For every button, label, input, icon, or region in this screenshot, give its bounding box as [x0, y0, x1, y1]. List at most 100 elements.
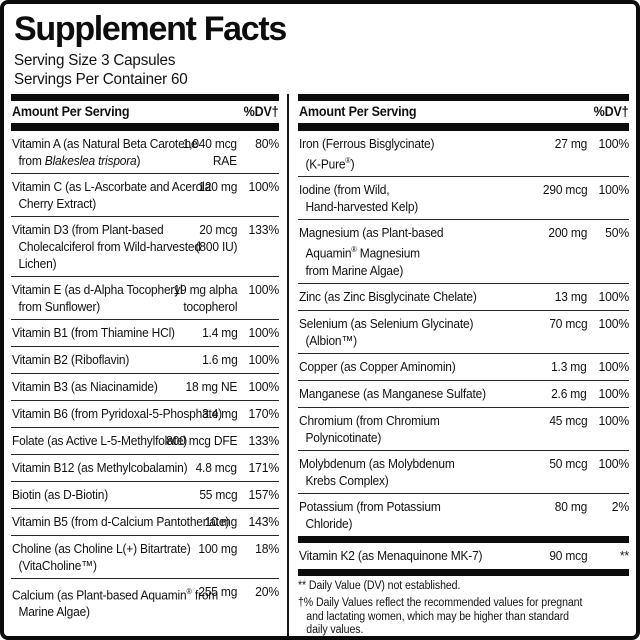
nutrient-amount-line: 13 mg — [554, 288, 588, 304]
nutrient-name-line: Vitamin E (as d-Alpha Tocopheryl — [12, 282, 183, 297]
trademark-symbol: ® — [351, 245, 357, 255]
nutrient-name-line: Krebs Complex) — [305, 472, 389, 488]
right-column-header: Amount Per Serving %DV† — [298, 101, 629, 122]
nutrient-dv: 157% — [248, 487, 280, 502]
nutrient-amount: 120 mg — [195, 178, 237, 195]
nutrient-amount-line: 27 mg — [554, 136, 588, 151]
nutrient-dv: 80% — [255, 136, 280, 151]
nutrient-name-line: (K-Pure®) — [305, 156, 355, 172]
row-values: 19 mg alpha tocopherol 100% — [168, 281, 279, 315]
nutrient-dv: 100% — [598, 455, 629, 471]
nutrient-amount-line: 1,040 mcg — [182, 136, 238, 151]
footnote: †% Daily Values reflect the recommended … — [298, 597, 603, 637]
nutrient-name-line: Manganese (as Manganese Sulfate) — [299, 385, 486, 401]
nutrient-amount-line: 70 mcg — [548, 315, 587, 331]
nutrient-row: Potassium (from Potassium Chloride) 80 mg 2… — [298, 492, 629, 536]
footnote-line: daily values. — [306, 624, 364, 637]
nutrient-row: Biotin (as D-Biotin) 55 mcg 157% — [11, 481, 279, 508]
row-values: 45 mcg 100% — [546, 412, 629, 429]
nutrient-name-line: Iron (Ferrous Bisglycinate) — [299, 136, 435, 151]
nutrient-row: Vitamin B3 (as Niacinamide) 18 mg NE 100% — [11, 373, 279, 400]
facts-columns: Amount Per Serving %DV† Vitamin A (as Na… — [11, 94, 630, 637]
nutrient-dv: 100% — [598, 385, 629, 401]
column-divider — [287, 94, 289, 636]
vitamin-k2-section: Vitamin K2 (as Menaquinone MK-7) 90 mcg ** — [298, 543, 629, 569]
nutrient-name-line: Biotin (as D-Biotin) — [12, 487, 109, 502]
nutrient-dv: 20% — [255, 584, 280, 599]
nutrient-name: Selenium (as Selenium Glycinate) (Albion™… — [299, 315, 629, 349]
nutrient-dv: 50% — [605, 225, 629, 241]
nutrient-amount: 800 mcg DFE — [160, 432, 237, 449]
nutrient-dv: 100% — [248, 379, 280, 394]
nutrient-amount-line: 1.6 mg — [201, 352, 238, 367]
nutrient-name: Potassium (from Potassium Chloride) — [299, 498, 629, 532]
nutrient-amount-line: (800 IU) — [195, 239, 238, 254]
row-values: 55 mcg 157% — [196, 486, 279, 503]
nutrient-row: Vitamin E (as d-Alpha Tocopheryl from Sun… — [11, 276, 279, 319]
row-values: 20 mcg (800 IU) 133% — [192, 221, 279, 255]
row-values: 18 mg NE 100% — [181, 378, 279, 395]
nutrient-amount-line: 90 mcg — [548, 547, 587, 563]
row-values: 255 mg 20% — [195, 583, 279, 600]
nutrient-name: Iodine (from Wild, Hand-harvested Kelp) — [299, 181, 629, 215]
nutrient-dv: 18% — [255, 541, 280, 556]
rule-bar — [11, 123, 280, 131]
nutrient-row: Choline (as Choline L(+) Bitartrate) (Vit… — [11, 535, 279, 578]
percent-dv-label: %DV† — [593, 104, 628, 119]
nutrient-row: Vitamin B1 (from Thiamine HCl) 1.4 mg 100% — [11, 319, 279, 346]
nutrient-amount-line: 55 mcg — [199, 487, 238, 502]
nutrient-name: Chromium (from Chromium Polynicotinate) — [299, 412, 629, 446]
servings-per-container: Servings Per Container 60 — [14, 70, 188, 88]
nutrient-name-line: Magnesium (as Plant-based — [299, 225, 444, 241]
nutrient-name: Vitamin D3 (from Plant-based Cholecalcife… — [12, 221, 279, 272]
nutrient-name: Molybdenum (as Molybdenum Krebs Complex) — [299, 455, 629, 489]
serving-size: Serving Size 3 Capsules — [14, 52, 176, 69]
rule-bar — [298, 568, 629, 576]
row-values: 1.3 mg 100% — [548, 358, 630, 375]
nutrient-row: Folate (as Active L-5-Methylfolate) 800 m… — [11, 427, 279, 454]
nutrient-dv: 100% — [248, 352, 280, 367]
nutrient-amount: 3.4 mg — [199, 405, 238, 422]
row-values: 1,040 mcg RAE 80% — [178, 135, 279, 169]
nutrient-amount-line: 100 mg — [198, 541, 238, 556]
nutrient-row: Selenium (as Selenium Glycinate) (Albion™… — [298, 309, 629, 353]
row-values: 4.8 mcg 171% — [192, 459, 279, 476]
nutrient-row: Copper (as Copper Aminomin) 1.3 mg 100% — [298, 352, 630, 380]
row-values: 1.6 mg 100% — [199, 351, 280, 368]
nutrient-amount: 13 mg — [552, 288, 588, 305]
nutrient-row: Vitamin B2 (Riboflavin) 1.6 mg 100% — [11, 346, 279, 373]
nutrient-name-line: Vitamin A (as Natural Beta Carotene — [12, 136, 198, 151]
row-values: 50 mcg 100% — [546, 455, 629, 472]
nutrient-dv: 170% — [248, 406, 280, 421]
nutrient-amount-line: 120 mg — [198, 179, 238, 194]
nutrient-name: Vitamin C (as L-Ascorbate and Acerola Che… — [12, 178, 279, 212]
nutrient-dv: 133% — [248, 222, 280, 237]
nutrient-name: Vitamin E (as d-Alpha Tocopheryl from Sun… — [12, 281, 279, 315]
footnote-line: †% Daily Values reflect the recommended … — [298, 597, 583, 610]
nutrient-dv: 100% — [248, 325, 280, 340]
nutrient-name-line: from Sunflower) — [18, 299, 101, 314]
italic-text: Blakeslea trispora — [44, 153, 137, 168]
row-values: 13 mg 100% — [552, 288, 630, 305]
nutrient-amount-line: 18 mg NE — [185, 379, 238, 394]
nutrient-amount-line: 2.6 mg — [551, 385, 588, 401]
nutrient-name-line: Calcium (as Plant-based Aquamin® from — [12, 587, 219, 603]
nutrient-dv: 2% — [611, 498, 629, 514]
amount-per-serving-label: Amount Per Serving — [12, 104, 130, 119]
nutrient-row: Vitamin A (as Natural Beta Carotene from … — [11, 131, 279, 173]
nutrient-amount: 290 mcg — [539, 181, 587, 198]
nutrient-amount-line: 45 mcg — [548, 412, 587, 428]
nutrient-name: Choline (as Choline L(+) Bitartrate) (Vit… — [12, 540, 279, 574]
nutrient-row: Vitamin K2 (as Menaquinone MK-7) 90 mcg ** — [298, 543, 629, 569]
nutrient-name: Vitamin B5 (from d-Calcium Pantothenate) — [12, 513, 279, 530]
nutrient-amount-line: 20 mcg — [199, 222, 238, 237]
nutrient-name-line: Cholecalciferol from Wild-harvested — [18, 239, 201, 254]
nutrient-amount-line: 10 mg — [204, 514, 238, 529]
nutrient-name-line: Vitamin B5 (from d-Calcium Pantothenate) — [12, 514, 230, 529]
nutrient-amount: 90 mcg — [546, 547, 587, 564]
nutrient-amount-line: 50 mcg — [548, 455, 587, 471]
nutrient-row: Vitamin C (as L-Ascorbate and Acerola Che… — [11, 173, 279, 216]
nutrient-name-line: Copper (as Copper Aminomin) — [299, 358, 456, 374]
nutrient-name-line: Vitamin D3 (from Plant-based — [12, 222, 164, 237]
label-header: Supplement Facts Serving Size 3 Capsules… — [11, 10, 629, 89]
